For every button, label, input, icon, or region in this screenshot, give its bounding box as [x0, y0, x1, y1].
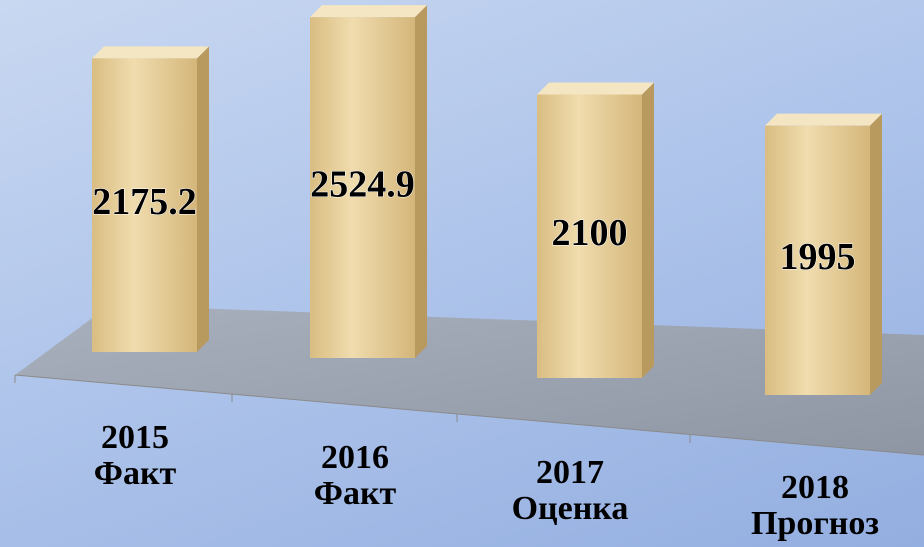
- x-tick-label: 2017 Оценка: [511, 454, 629, 527]
- ticks: [14, 375, 691, 443]
- bar: [310, 5, 427, 359]
- bar: [765, 113, 882, 396]
- bar-front: [310, 17, 415, 359]
- x-tick-label: 2018 Прогноз: [750, 469, 880, 542]
- value-label: 2100: [552, 212, 628, 254]
- bar-side: [642, 82, 654, 378]
- bar-side: [197, 46, 209, 353]
- floor: [15, 305, 924, 455]
- bar-top: [92, 46, 209, 59]
- x-tick-label: 2016 Факт: [313, 439, 397, 512]
- value-label: 2175.2: [92, 181, 197, 223]
- value-label: 1995: [780, 236, 856, 278]
- bar-front: [537, 94, 642, 378]
- bar-top: [537, 82, 654, 95]
- bar-top: [765, 113, 882, 126]
- bar: [92, 46, 209, 353]
- bar-side: [415, 5, 427, 359]
- bar-front: [92, 58, 197, 353]
- x-tick-label: 2015 Факт: [93, 419, 177, 492]
- bar-front: [765, 125, 870, 396]
- bar-side: [870, 113, 882, 396]
- value-label: 2524.9: [310, 163, 415, 205]
- bar: [537, 82, 654, 378]
- axis-line: [14, 374, 924, 456]
- bar-top: [310, 5, 427, 18]
